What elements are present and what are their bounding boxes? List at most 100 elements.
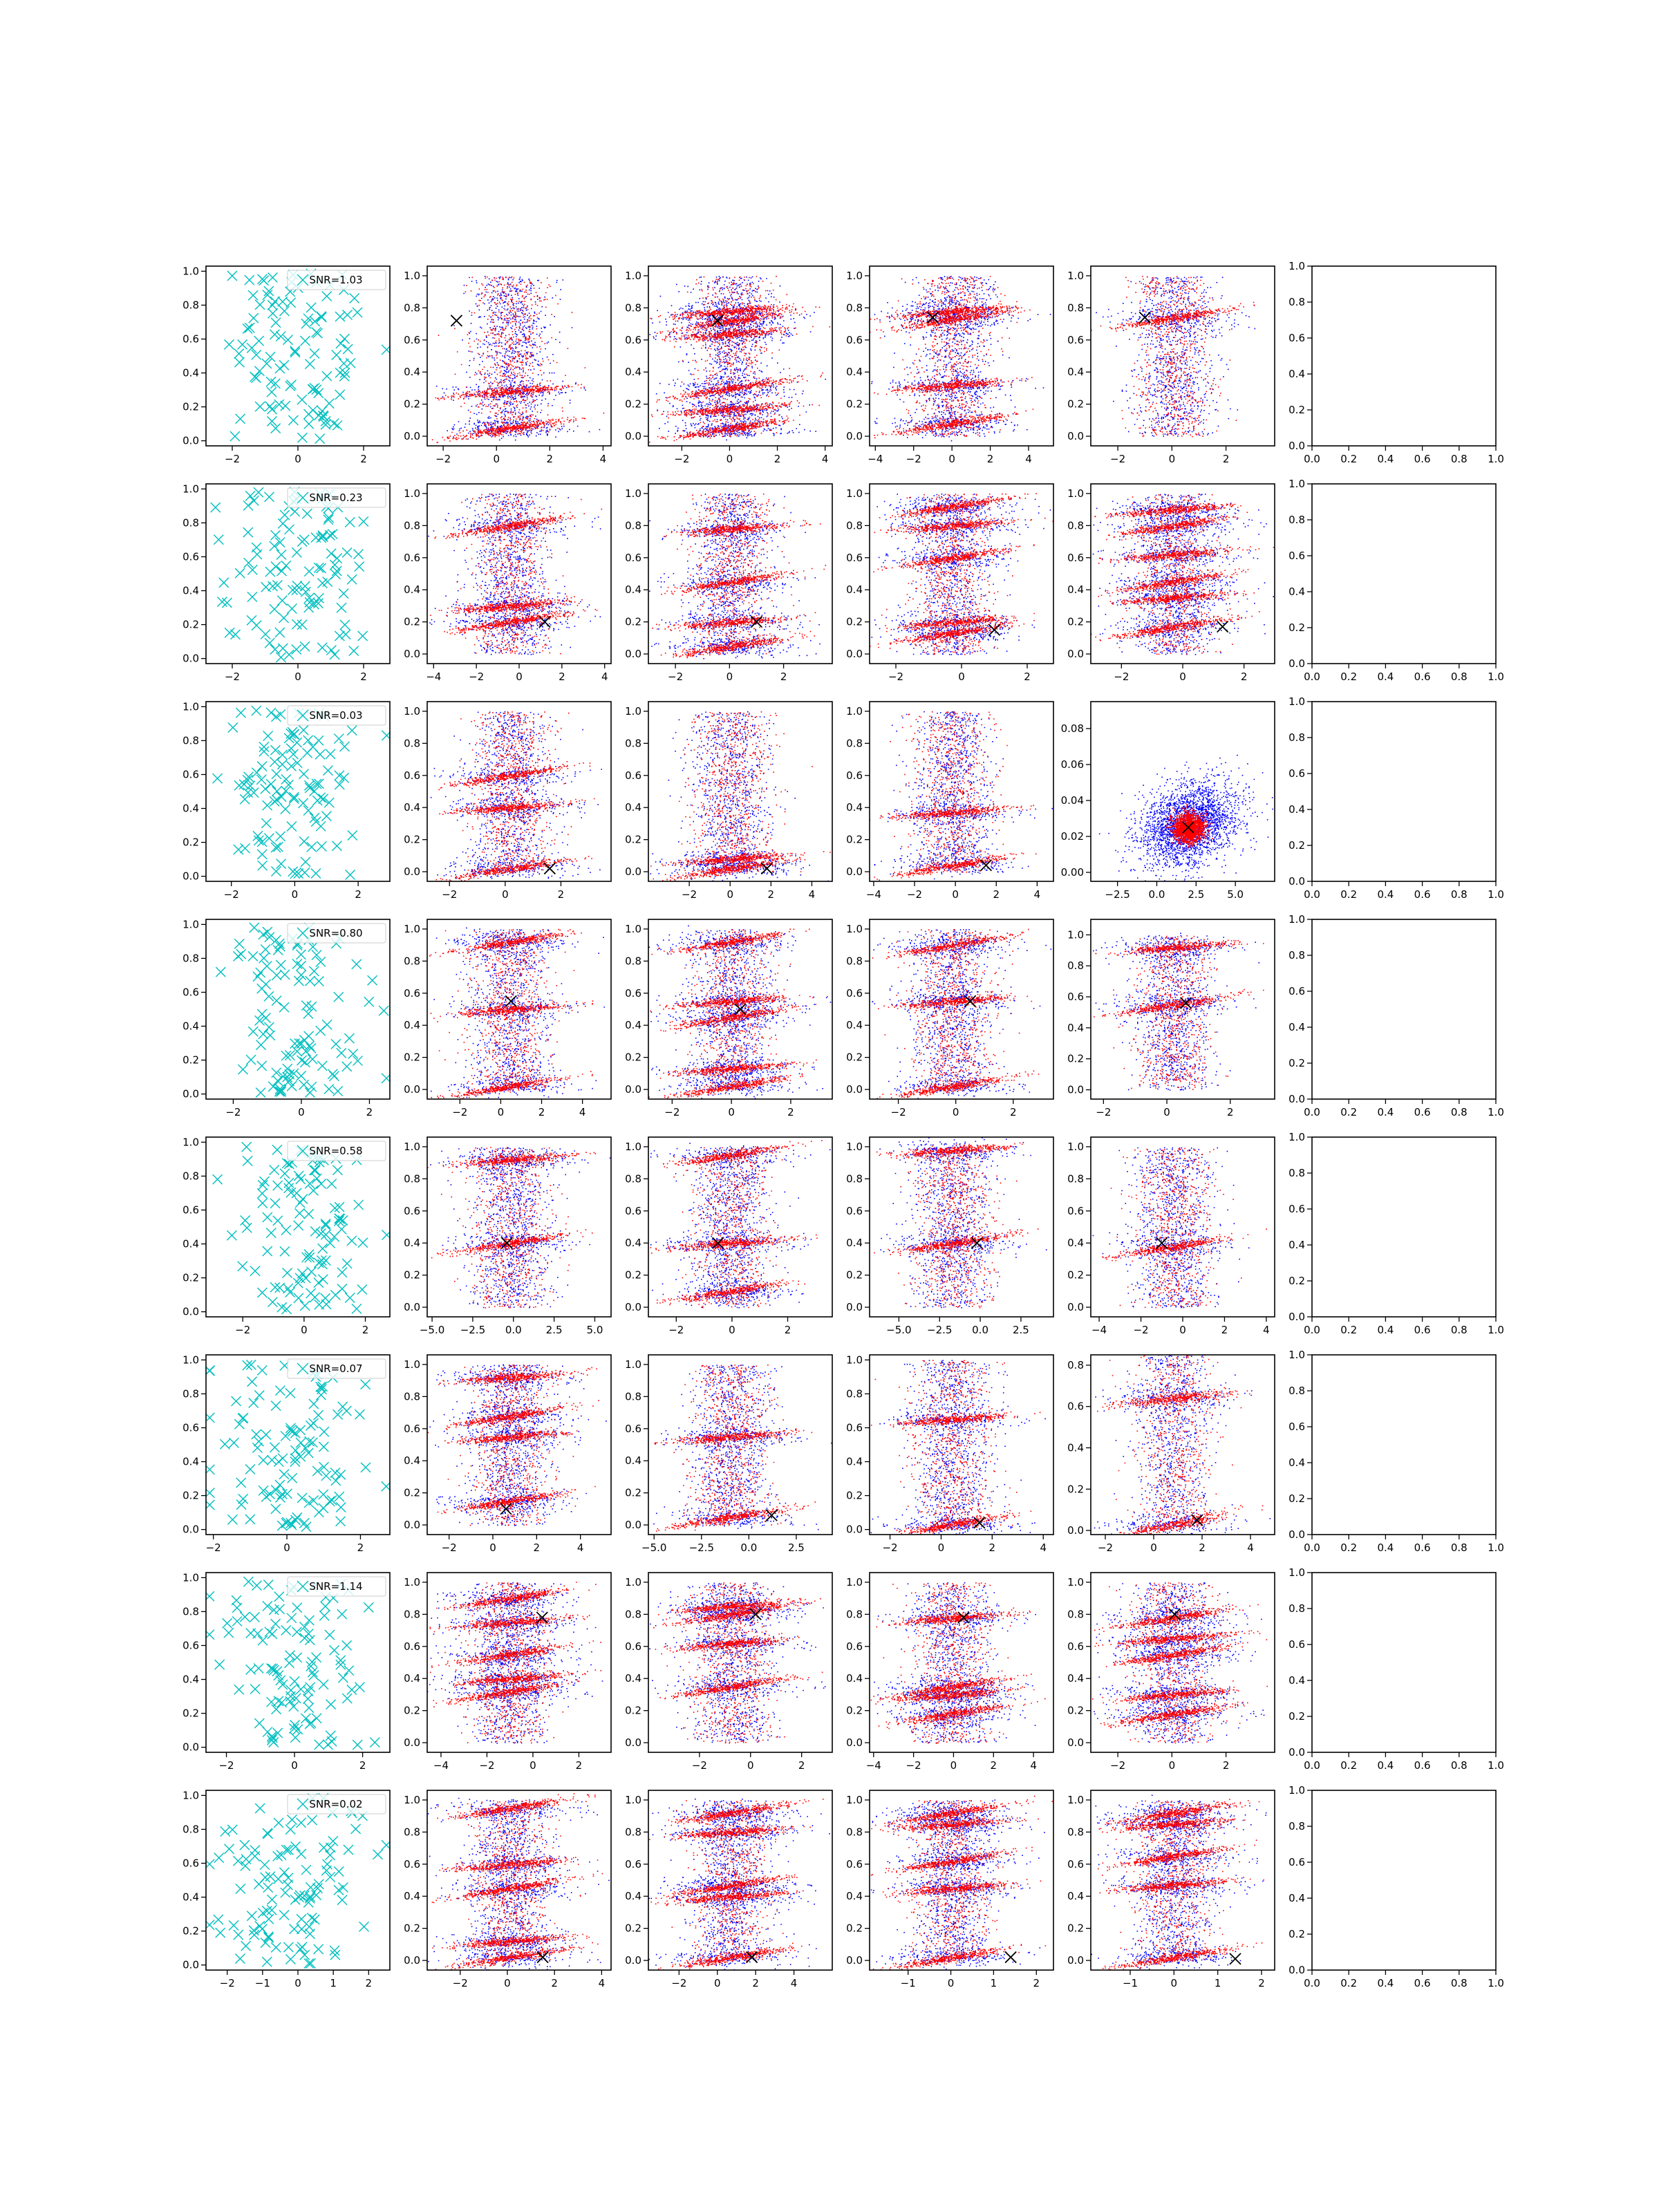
x-tick-label: 0 bbox=[714, 1977, 721, 1989]
sample-marker bbox=[303, 1694, 312, 1703]
sample-marker bbox=[292, 1653, 302, 1662]
axes-frame bbox=[427, 702, 611, 881]
plot-area bbox=[410, 1793, 639, 1976]
sample-marker bbox=[301, 1522, 311, 1532]
sample-marker bbox=[258, 1908, 268, 1918]
y-tick-label: 0.2 bbox=[1288, 839, 1305, 852]
y-tick-label: 0.6 bbox=[182, 1857, 199, 1869]
sample-marker bbox=[250, 372, 260, 382]
sample-marker bbox=[266, 779, 276, 789]
panel-r5-c1: −2 0 2 40.00.20.40.60.81.0 bbox=[391, 1355, 612, 1554]
x-tick-label: 0 bbox=[729, 1324, 735, 1336]
sample-marker bbox=[247, 592, 257, 601]
posterior-samples-red bbox=[1091, 276, 1284, 437]
sample-marker bbox=[271, 1619, 281, 1629]
y-tick-label: 1.0 bbox=[625, 487, 641, 500]
sample-marker bbox=[255, 402, 265, 411]
x-tick-label: 4 bbox=[791, 1977, 798, 1989]
y-tick-label: 0.0 bbox=[404, 865, 420, 878]
y-tick-label: 0.2 bbox=[404, 834, 420, 846]
sample-marker bbox=[348, 1049, 358, 1059]
panel-r0-c4: −2 0 20.00.20.40.60.81.0 bbox=[1067, 266, 1284, 465]
axes-frame bbox=[1312, 1137, 1496, 1317]
y-tick-label: 0.6 bbox=[625, 987, 641, 1000]
sample-marker bbox=[227, 1515, 237, 1524]
y-tick-label: 0.4 bbox=[404, 1237, 420, 1249]
sample-marker bbox=[258, 1199, 268, 1208]
sample-marker bbox=[259, 742, 269, 751]
plot-area bbox=[205, 1360, 391, 1531]
x-tick-label: 2 bbox=[547, 453, 554, 465]
y-tick-label: 0.8 bbox=[625, 1172, 641, 1185]
y-tick-label: 0.6 bbox=[625, 1205, 641, 1217]
x-tick-label: 4 bbox=[809, 888, 816, 901]
y-tick-label: 1.0 bbox=[1288, 1349, 1305, 1361]
sample-marker bbox=[299, 836, 309, 846]
y-tick-label: 0.6 bbox=[404, 334, 420, 346]
sample-marker bbox=[228, 723, 238, 733]
plot-area bbox=[205, 1577, 379, 1750]
sample-marker bbox=[307, 1082, 317, 1091]
sample-marker bbox=[276, 859, 286, 869]
posterior-samples-blue bbox=[1042, 932, 1259, 1090]
panel-r5-c3: −2 0 2 40.00.20.40.60.81.0 bbox=[846, 1353, 1058, 1554]
y-tick-label: 0.6 bbox=[1288, 1856, 1305, 1868]
y-tick-label: 0.8 bbox=[404, 301, 420, 314]
sample-marker bbox=[267, 387, 276, 397]
y-tick-label: 0.2 bbox=[404, 616, 420, 628]
panel-r7-c1: −2 0 2 40.00.20.40.60.81.0 bbox=[404, 1790, 639, 1989]
y-tick-label: 0.2 bbox=[1288, 1492, 1305, 1505]
x-tick-label: 2 bbox=[366, 1977, 373, 1989]
y-tick-label: 0.8 bbox=[182, 1605, 199, 1618]
sample-marker bbox=[297, 395, 307, 404]
sample-marker bbox=[247, 1911, 256, 1921]
sample-marker bbox=[224, 1628, 234, 1638]
sample-marker bbox=[278, 1454, 288, 1463]
y-tick-label: 0.2 bbox=[1288, 1928, 1305, 1940]
sample-marker bbox=[319, 1427, 329, 1436]
panel-r0-c1: −2 0 2 40.00.20.40.60.81.0 bbox=[404, 266, 614, 465]
y-tick-label: 0.0 bbox=[846, 648, 863, 660]
x-tick-label: 0 bbox=[727, 888, 733, 901]
posterior-samples-red bbox=[426, 929, 593, 1100]
y-tick-label: 0.2 bbox=[182, 619, 199, 631]
sample-marker bbox=[287, 603, 297, 613]
y-tick-label: 0.0 bbox=[846, 430, 863, 442]
panel-r2-c1: −2 0 20.00.20.40.60.81.0 bbox=[396, 702, 616, 901]
plot-area bbox=[826, 276, 1062, 442]
x-tick-label: 0.4 bbox=[1377, 453, 1394, 465]
sample-marker bbox=[309, 1671, 319, 1680]
y-tick-label: 0.0 bbox=[404, 648, 420, 660]
x-tick-label: 0.6 bbox=[1414, 1324, 1431, 1336]
sample-marker bbox=[297, 1818, 306, 1828]
sample-marker bbox=[304, 603, 314, 612]
sample-marker bbox=[303, 806, 313, 816]
x-tick-label: 0.8 bbox=[1451, 888, 1468, 901]
y-tick-label: 0.4 bbox=[625, 801, 641, 814]
posterior-samples-blue bbox=[859, 929, 1051, 1100]
y-tick-label: 0.4 bbox=[846, 1237, 863, 1249]
x-tick-label: 2.5 bbox=[788, 1541, 805, 1554]
x-tick-label: 0 bbox=[529, 1759, 536, 1772]
panel-r5-c4: −2 0 2 40.00.20.40.60.8 bbox=[1067, 1324, 1275, 1554]
sample-marker bbox=[227, 1230, 236, 1240]
sample-marker bbox=[297, 1493, 307, 1503]
sample-marker bbox=[280, 970, 290, 980]
sample-marker bbox=[297, 1268, 307, 1278]
posterior-samples-red bbox=[848, 1360, 1058, 1541]
sample-marker bbox=[283, 1880, 292, 1890]
posterior-samples-blue bbox=[826, 276, 1062, 441]
x-tick-label: 4 bbox=[1040, 1541, 1047, 1554]
y-tick-label: 0.6 bbox=[625, 769, 641, 782]
sample-marker bbox=[290, 1428, 300, 1438]
sample-marker bbox=[332, 554, 342, 563]
legend: SNR=0.07 bbox=[288, 1359, 386, 1378]
plot-area bbox=[1064, 1794, 1277, 1972]
sample-marker bbox=[290, 1039, 300, 1049]
sample-marker bbox=[337, 1048, 346, 1058]
sample-marker bbox=[285, 1287, 295, 1297]
y-tick-label: 1.0 bbox=[1067, 1794, 1084, 1806]
sample-marker bbox=[343, 344, 353, 354]
sample-marker bbox=[281, 805, 290, 814]
y-tick-label: 0.2 bbox=[625, 1269, 641, 1282]
